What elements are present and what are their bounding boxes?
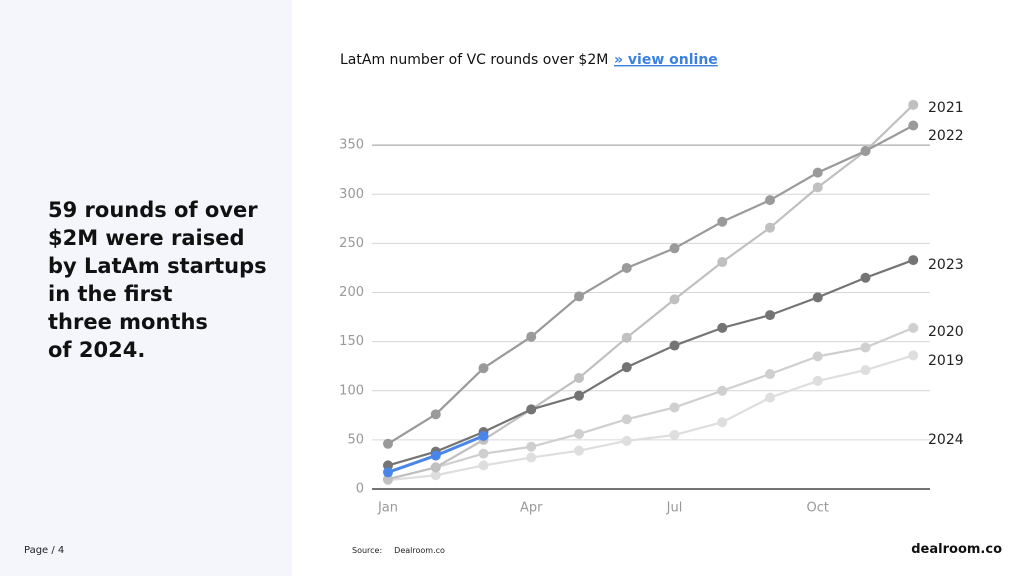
data-point <box>908 120 919 131</box>
series-line <box>387 354 914 482</box>
data-point <box>621 332 632 343</box>
data-point <box>860 146 871 157</box>
data-point <box>383 467 393 478</box>
data-point <box>669 243 680 254</box>
brand: dealroom.co <box>911 542 1002 557</box>
data-point <box>526 331 537 342</box>
x-tick-label: Jul <box>666 501 683 516</box>
data-point <box>430 409 441 420</box>
data-point <box>765 222 775 233</box>
source-label: Source: <box>352 546 383 555</box>
y-tick-label: 250 <box>339 236 364 251</box>
data-point <box>669 402 680 413</box>
data-point <box>574 291 584 302</box>
data-point <box>908 99 919 110</box>
series-line <box>387 326 914 481</box>
series-line <box>387 259 914 467</box>
series-label: 2019 <box>928 353 964 369</box>
data-point <box>669 340 680 351</box>
series-label: 2021 <box>928 100 964 116</box>
y-tick-label: 50 <box>347 432 364 447</box>
data-point <box>430 470 441 481</box>
data-point <box>669 429 680 440</box>
y-tick-label: 0 <box>356 482 364 497</box>
data-point <box>812 167 823 178</box>
data-point <box>621 362 632 373</box>
data-point <box>765 392 775 403</box>
headline: 59 rounds of over $2M were raised by LatAm… <box>48 196 267 364</box>
series-label: 2024 <box>928 432 964 448</box>
page-number: Page / 4 <box>24 545 65 556</box>
y-tick-label: 300 <box>339 187 364 202</box>
data-point <box>908 322 919 333</box>
data-point <box>812 182 823 193</box>
data-point <box>621 414 632 425</box>
headline-line: of 2024. <box>48 338 146 362</box>
data-point <box>574 372 584 383</box>
side-panel: 59 rounds of over $2M were raised by LatAm… <box>0 0 292 576</box>
data-point <box>669 294 680 305</box>
data-point <box>621 262 632 273</box>
series-line <box>387 124 914 445</box>
data-point <box>430 462 441 473</box>
data-point <box>717 257 728 268</box>
data-point <box>526 452 537 463</box>
data-point <box>717 417 728 428</box>
data-point <box>430 450 441 461</box>
x-tick-label: Jan <box>377 501 398 516</box>
headline-line: $2M were raised <box>48 226 245 250</box>
headline-line: three months <box>48 310 208 334</box>
data-point <box>717 216 728 227</box>
data-point <box>908 255 919 266</box>
headline-line: by LatAm startups <box>48 254 267 278</box>
data-point <box>574 390 584 401</box>
data-point <box>478 363 489 374</box>
data-point <box>908 350 919 361</box>
data-point <box>717 385 728 396</box>
data-point <box>478 448 489 459</box>
data-point <box>860 342 871 353</box>
data-point <box>812 375 823 386</box>
data-point <box>621 435 632 446</box>
data-point <box>478 430 489 441</box>
x-tick-label: Apr <box>520 501 543 516</box>
data-point <box>383 438 393 449</box>
source: Source: Dealroom.co <box>352 546 457 555</box>
source-name: Dealroom.co <box>394 546 445 555</box>
series-line <box>387 104 915 481</box>
data-point <box>526 404 537 415</box>
series-label: 2023 <box>928 257 964 273</box>
y-tick-label: 200 <box>339 285 364 300</box>
data-point <box>717 322 728 333</box>
data-point <box>574 445 584 456</box>
view-online-link[interactable]: » view online <box>614 52 718 68</box>
data-point <box>383 474 393 485</box>
data-point <box>478 460 489 471</box>
data-point <box>765 310 775 321</box>
headline-line: 59 rounds of over <box>48 198 258 222</box>
data-point <box>526 441 537 452</box>
data-point <box>383 460 393 471</box>
x-tick-label: Oct <box>807 501 829 516</box>
y-tick-label: 100 <box>339 383 364 398</box>
data-point <box>765 195 775 206</box>
chart-title: LatAm number of VC rounds over $2M <box>340 52 608 68</box>
series-label: 2020 <box>928 324 964 340</box>
series-label: 2022 <box>928 128 964 144</box>
data-point <box>574 428 584 439</box>
data-point <box>765 369 775 380</box>
headline-line: in the first <box>48 282 173 306</box>
data-point <box>860 365 871 376</box>
data-point <box>812 292 823 303</box>
data-point <box>812 351 823 362</box>
data-point <box>860 272 871 283</box>
y-tick-label: 350 <box>339 138 364 153</box>
y-tick-label: 150 <box>339 334 364 349</box>
